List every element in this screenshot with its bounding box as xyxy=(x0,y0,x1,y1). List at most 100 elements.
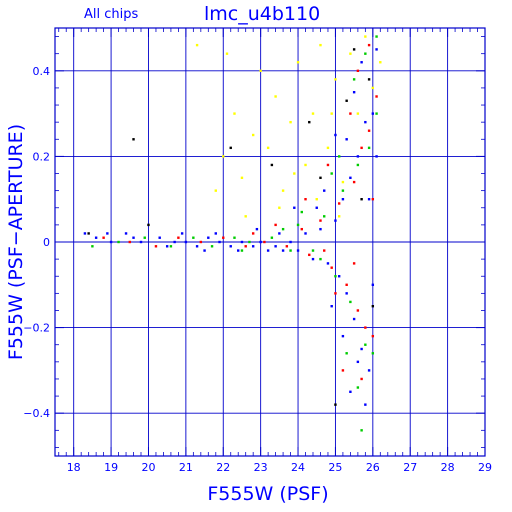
data-point xyxy=(334,133,337,137)
data-point xyxy=(251,232,255,235)
chart-title: lmc_u4b110 xyxy=(204,3,320,25)
data-points xyxy=(83,35,382,432)
data-point xyxy=(360,347,363,351)
data-point xyxy=(375,155,378,158)
data-point xyxy=(263,240,266,244)
data-point xyxy=(349,52,352,55)
data-point xyxy=(330,172,333,175)
data-point xyxy=(364,120,367,124)
data-point xyxy=(349,300,352,304)
data-point xyxy=(356,155,360,158)
data-point xyxy=(248,240,251,244)
data-point xyxy=(83,232,87,235)
data-point xyxy=(319,43,322,47)
data-point xyxy=(169,245,173,248)
data-point xyxy=(91,245,94,248)
data-point xyxy=(270,163,274,167)
data-point xyxy=(293,172,296,175)
data-point xyxy=(345,292,348,295)
data-point xyxy=(304,232,307,235)
data-point xyxy=(356,163,360,167)
data-point xyxy=(233,112,236,115)
data-point xyxy=(207,236,210,239)
x-tick-label: 25 xyxy=(328,461,342,474)
data-point xyxy=(117,240,120,244)
data-point xyxy=(356,309,360,312)
data-point xyxy=(364,326,367,329)
data-point xyxy=(184,240,188,244)
data-point xyxy=(233,236,236,239)
data-point xyxy=(274,223,277,227)
data-point xyxy=(356,69,360,72)
data-point xyxy=(367,198,371,201)
data-point xyxy=(270,236,274,239)
data-point xyxy=(210,245,214,248)
data-point xyxy=(352,180,356,184)
data-point xyxy=(304,198,307,201)
data-point xyxy=(278,232,281,235)
data-point xyxy=(289,120,292,124)
data-point xyxy=(330,305,333,308)
data-point xyxy=(315,206,318,209)
data-point xyxy=(296,223,300,227)
data-point xyxy=(349,112,352,115)
data-point xyxy=(349,390,352,393)
data-point xyxy=(244,245,247,248)
data-point xyxy=(289,249,292,252)
data-point xyxy=(139,240,143,244)
data-point xyxy=(203,249,206,252)
data-point xyxy=(345,352,348,355)
data-point xyxy=(147,223,150,227)
data-point xyxy=(345,283,348,286)
data-point xyxy=(285,245,289,248)
data-point xyxy=(222,155,225,158)
data-point xyxy=(87,232,90,235)
data-point xyxy=(300,227,303,231)
data-point xyxy=(214,232,217,235)
data-point xyxy=(360,198,363,201)
data-point xyxy=(240,240,244,244)
data-point xyxy=(323,249,326,252)
data-point xyxy=(364,35,367,38)
data-point xyxy=(375,48,378,51)
data-point xyxy=(352,48,356,51)
data-point xyxy=(360,429,363,432)
data-point xyxy=(274,95,277,98)
data-point xyxy=(345,138,348,141)
data-point xyxy=(266,146,270,150)
data-point xyxy=(229,245,232,248)
data-point xyxy=(323,189,326,192)
data-point xyxy=(173,240,176,244)
data-point xyxy=(106,232,109,235)
x-tick-label: 29 xyxy=(478,461,492,474)
data-point xyxy=(128,240,131,244)
data-point xyxy=(308,253,311,257)
data-point xyxy=(375,95,378,98)
data-point xyxy=(195,43,199,47)
data-point xyxy=(330,112,333,115)
data-point xyxy=(218,240,221,244)
data-point xyxy=(371,198,375,201)
data-point xyxy=(143,236,146,239)
data-point xyxy=(330,266,333,269)
data-point xyxy=(132,138,135,141)
data-point xyxy=(352,262,356,265)
chart-subtitle: All chips xyxy=(84,7,138,22)
x-tick-label: 26 xyxy=(366,461,380,474)
data-point xyxy=(352,78,356,81)
data-point xyxy=(244,215,247,218)
data-point xyxy=(349,176,352,179)
data-point xyxy=(296,249,300,252)
data-point xyxy=(94,236,98,239)
data-point xyxy=(195,245,199,248)
axis-ticks xyxy=(55,28,486,456)
data-point xyxy=(214,189,217,192)
x-tick-label: 27 xyxy=(403,461,417,474)
x-tick-label: 28 xyxy=(441,461,455,474)
data-point xyxy=(132,236,135,239)
data-point xyxy=(323,215,326,218)
data-point xyxy=(360,377,363,381)
data-point xyxy=(364,52,367,55)
data-point xyxy=(274,245,277,248)
